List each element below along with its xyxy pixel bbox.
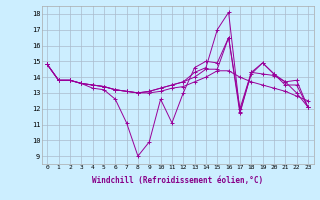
- X-axis label: Windchill (Refroidissement éolien,°C): Windchill (Refroidissement éolien,°C): [92, 176, 263, 185]
